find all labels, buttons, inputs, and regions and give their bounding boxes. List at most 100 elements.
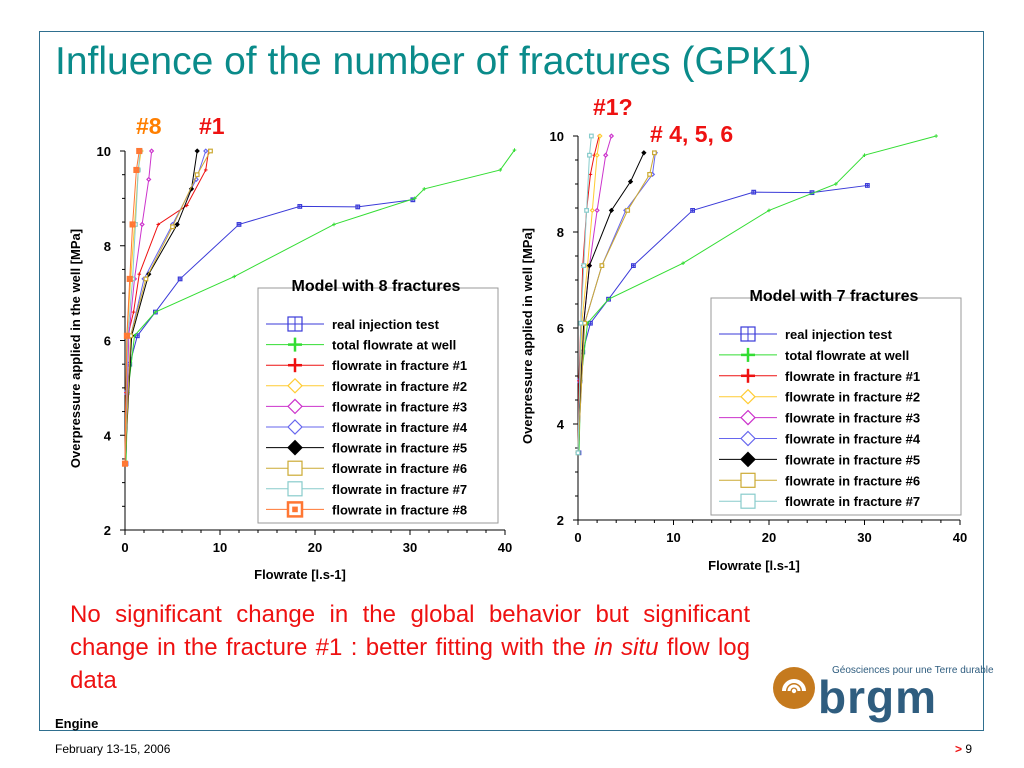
data-point [625, 208, 631, 213]
data-point [767, 208, 771, 213]
x-tick-label: 10 [666, 530, 680, 545]
data-point [174, 221, 180, 228]
data-point [589, 207, 595, 214]
x-tick-label: 0 [574, 530, 581, 545]
legend-label: flowrate in fracture #2 [785, 390, 920, 405]
y-tick-label: 6 [104, 334, 111, 349]
series-line [577, 152, 655, 453]
legend-marker [740, 493, 756, 509]
x-axis-label: Flowrate [l.s-1] [708, 558, 800, 573]
data-point [627, 178, 634, 185]
data-point [597, 133, 603, 139]
data-point [146, 176, 152, 183]
data-point [630, 263, 636, 268]
series-line [124, 150, 211, 464]
data-point [588, 172, 593, 177]
legend-label: flowrate in fracture #5 [785, 452, 920, 467]
x-tick-label: 20 [762, 530, 776, 545]
legend-marker [287, 460, 303, 476]
legend-label: flowrate in fracture #7 [332, 482, 467, 497]
legend-label: flowrate in fracture #2 [332, 379, 467, 394]
data-point [184, 203, 189, 208]
data-point [834, 182, 838, 186]
data-point [137, 272, 142, 276]
legend-marker [288, 358, 302, 373]
x-tick-label: 0 [121, 540, 128, 555]
legend-label: flowrate in fracture #7 [785, 494, 920, 509]
series-line [124, 150, 140, 464]
data-point [606, 297, 611, 301]
legend-marker [286, 501, 304, 518]
conclusion-part-1: No significant change in the global beha… [70, 601, 750, 661]
data-point [751, 189, 757, 195]
data-point [588, 133, 594, 139]
legend-marker [741, 368, 755, 383]
y-tick-label: 4 [104, 428, 112, 443]
legend-marker [740, 409, 756, 426]
conclusion-text: No significant change in the global beha… [70, 598, 750, 697]
series-line [125, 149, 515, 464]
data-point [136, 147, 143, 155]
data-point [608, 133, 615, 139]
footer-date: February 13-15, 2006 [55, 742, 171, 756]
y-tick-label: 4 [557, 417, 565, 432]
legend-title: Model with 8 fractures [292, 278, 461, 295]
x-tick-label: 40 [498, 540, 512, 555]
series-line [577, 135, 601, 453]
chart-7-fractures: 0 10 20 30 40 2 4 6 8 10 Flowrate [l.s-1] Overpress… [520, 129, 967, 573]
data-point [121, 460, 129, 467]
data-point [864, 183, 870, 188]
series-line [124, 150, 141, 464]
data-point [934, 134, 938, 138]
annotation-fracture-1: #1 [199, 113, 225, 139]
data-point [599, 263, 605, 268]
data-point [581, 263, 587, 268]
data-point [177, 276, 183, 282]
legend-marker [287, 419, 303, 435]
chart-8-fractures: 0 10 20 30 40 2 4 6 8 10 Flowrate [l.s-1] Overpress… [68, 144, 517, 582]
data-point [647, 172, 653, 177]
data-point [582, 320, 588, 326]
legend-title: Model with 7 fractures [750, 288, 919, 305]
logo-wordmark: brgm [818, 671, 937, 723]
legend-label: real injection test [332, 317, 440, 332]
legend-label: flowrate in fracture #1 [332, 358, 467, 373]
y-axis-label: Overpressure applied in the well [MPa] [68, 229, 83, 468]
legend-marker [288, 337, 302, 352]
legend-label: total flowrate at well [785, 348, 909, 363]
data-point [575, 450, 581, 456]
data-point [194, 172, 200, 178]
data-point [422, 187, 427, 191]
page-number: 9 [965, 742, 972, 756]
data-point [584, 208, 589, 213]
data-point [133, 166, 140, 173]
series-line [124, 150, 198, 464]
data-point [148, 148, 155, 154]
x-axis-label: Flowrate [l.s-1] [254, 567, 346, 582]
data-point [123, 332, 130, 339]
y-tick-label: 10 [97, 144, 111, 159]
data-point [603, 152, 609, 158]
legend-marker [740, 430, 756, 447]
legend-marker [740, 472, 756, 488]
y-tick-label: 2 [104, 523, 111, 538]
y-tick-label: 8 [557, 225, 564, 240]
data-point [126, 275, 133, 282]
footer-page-number: > 9 [955, 742, 972, 756]
data-point [203, 168, 208, 172]
series-line [577, 152, 656, 453]
data-point [143, 276, 149, 282]
y-tick-label: 2 [557, 513, 564, 528]
data-point [139, 221, 145, 228]
page-marker: > [954, 742, 962, 756]
slide-frame [39, 31, 984, 731]
data-point [498, 168, 503, 172]
data-point [194, 148, 200, 154]
legend-label: flowrate in fracture #5 [332, 441, 467, 456]
x-tick-label: 30 [857, 530, 871, 545]
slide-title: Influence of the number of fractures (GP… [55, 40, 812, 83]
footer-engine: Engine [55, 716, 99, 731]
legend-marker [287, 377, 303, 394]
legend-label: flowrate in fracture #4 [332, 420, 468, 435]
